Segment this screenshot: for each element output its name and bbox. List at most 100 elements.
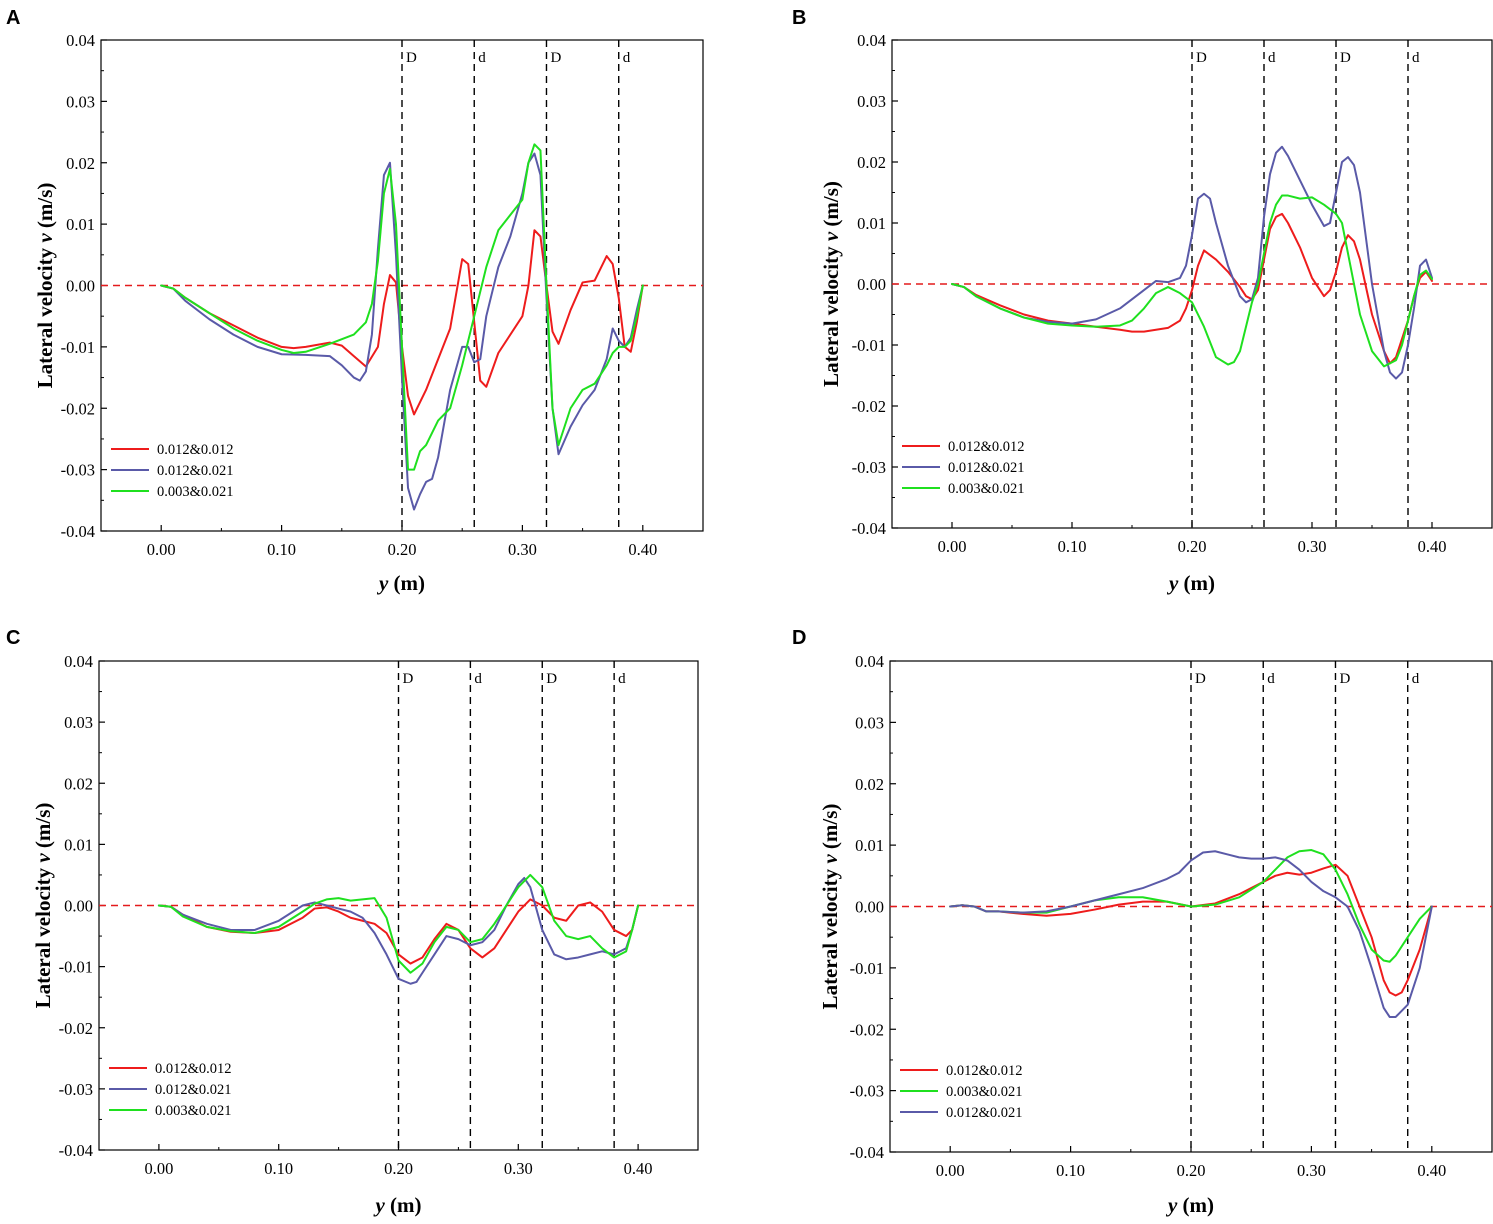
x-axis-variable: y	[1165, 1193, 1178, 1217]
y-axis-variable: v	[31, 853, 55, 863]
y-tick-label: -0.02	[852, 397, 886, 416]
y-tick-label: -0.03	[852, 458, 886, 477]
legend-label: 0.012&0.012	[948, 439, 1025, 455]
y-tick-label: -0.01	[850, 959, 884, 978]
legend-label: 0.012&0.021	[157, 463, 234, 479]
y-tick-label: 0.00	[66, 277, 95, 296]
boundary-label: d	[474, 671, 482, 687]
y-tick-label: -0.02	[59, 1019, 93, 1038]
x-tick-label: 0.40	[628, 540, 657, 559]
y-tick-label: 0.02	[857, 153, 886, 172]
legend-label: 0.012&0.012	[946, 1063, 1023, 1079]
y-tick-label: 0.04	[857, 31, 886, 50]
y-tick-label: -0.02	[61, 399, 95, 418]
x-tick-label: 0.10	[267, 540, 296, 559]
x-tick-label: 0.30	[1297, 1161, 1326, 1180]
x-axis-title: y (m)	[376, 571, 425, 595]
series-line-3	[949, 850, 1433, 1018]
series-line-2	[160, 152, 644, 511]
y-tick-label: -0.03	[61, 461, 95, 480]
x-axis-title: y (m)	[1165, 1193, 1214, 1217]
boundary-label: d	[478, 50, 486, 66]
boundary-label: D	[1340, 50, 1351, 66]
x-tick-label: 0.20	[1178, 537, 1207, 556]
x-tick-label: 0.10	[264, 1159, 293, 1178]
legend-label: 0.003&0.021	[948, 481, 1025, 497]
y-tick-label: 0.01	[66, 215, 95, 234]
y-axis-label-text: Lateral velocity	[819, 241, 843, 387]
boundary-label: D	[546, 671, 557, 687]
y-axis-title: Lateral velocity v (m/s)	[31, 803, 55, 1009]
x-axis-variable: y	[376, 571, 389, 595]
boundary-label: D	[1195, 671, 1206, 687]
legend-label: 0.012&0.021	[948, 460, 1025, 476]
boundary-label: d	[1412, 671, 1420, 687]
series-line-3	[157, 873, 640, 974]
y-axis-label-text: Lateral velocity	[33, 243, 57, 389]
x-axis-unit: (m)	[1183, 1193, 1214, 1217]
y-tick-label: 0.04	[66, 31, 95, 50]
x-axis-title: y (m)	[1166, 571, 1215, 595]
x-tick-label: 0.30	[508, 540, 537, 559]
boundary-label: D	[1196, 50, 1207, 66]
x-tick-label: 0.10	[1058, 537, 1087, 556]
y-tick-label: 0.01	[64, 835, 93, 854]
x-tick-label: 0.00	[936, 1161, 965, 1180]
boundary-label: d	[1268, 50, 1276, 66]
series-line-3	[951, 194, 1433, 368]
y-axis-title: Lateral velocity v (m/s)	[33, 183, 57, 389]
panel-letter: C	[6, 627, 20, 649]
y-axis-unit: (m/s)	[818, 804, 842, 855]
boundary-label: d	[618, 671, 626, 687]
x-axis-unit: (m)	[1184, 571, 1215, 595]
y-tick-label: -0.01	[59, 958, 93, 977]
x-axis-title: y (m)	[372, 1193, 421, 1217]
series-line-1	[951, 212, 1433, 365]
y-axis-label-text: Lateral velocity	[31, 863, 55, 1009]
panel-letter: D	[792, 627, 806, 649]
y-tick-label: -0.04	[59, 1141, 93, 1160]
legend-label: 0.012&0.012	[157, 442, 234, 458]
y-tick-label: -0.04	[852, 519, 886, 538]
chart-panel-b: B -0.04 -0.03 -0.02 -0.01 0.00 0.01 0.02 0.03 0.0…	[792, 7, 1493, 595]
y-tick-label: 0.03	[66, 92, 95, 111]
y-axis-variable: v	[33, 233, 57, 243]
boundary-label: D	[550, 50, 561, 66]
y-axis-variable: v	[819, 231, 843, 241]
y-axis-variable: v	[818, 854, 842, 864]
x-tick-label: 0.30	[504, 1159, 533, 1178]
y-tick-label: 0.01	[857, 214, 886, 233]
legend-label: 0.003&0.021	[946, 1084, 1023, 1100]
y-tick-label: -0.01	[852, 336, 886, 355]
y-tick-label: 0.03	[857, 92, 886, 111]
boundary-label: d	[1267, 671, 1275, 687]
y-tick-label: -0.04	[850, 1143, 884, 1162]
y-axis-title: Lateral velocity v (m/s)	[819, 181, 843, 387]
boundary-label: d	[623, 50, 631, 66]
x-axis-variable: y	[372, 1193, 385, 1217]
y-tick-label: 0.00	[855, 898, 884, 917]
y-tick-label: 0.01	[855, 836, 884, 855]
boundary-label: D	[1339, 671, 1350, 687]
chart-panel-a: A -0.04 -0.03 -0.02 -0.01 0.00 0.01 0.02 0.03 0.0…	[6, 7, 704, 595]
x-tick-label: 0.20	[388, 540, 417, 559]
x-tick-label: 0.40	[624, 1159, 653, 1178]
series-line-1	[160, 229, 644, 416]
chart-panel-c: C -0.04 -0.03 -0.02 -0.01 0.00 0.01 0.02 0.03 0.0…	[6, 627, 699, 1217]
y-tick-label: 0.02	[855, 775, 884, 794]
boundary-label: d	[1412, 50, 1420, 66]
x-tick-label: 0.30	[1298, 537, 1327, 556]
y-axis-unit: (m/s)	[33, 183, 57, 234]
legend-label: 0.012&0.012	[155, 1061, 232, 1077]
y-tick-label: 0.04	[64, 652, 93, 671]
y-axis-title: Lateral velocity v (m/s)	[818, 804, 842, 1010]
boundary-label: D	[406, 50, 417, 66]
x-tick-label: 0.00	[147, 540, 176, 559]
y-tick-label: -0.02	[850, 1020, 884, 1039]
x-axis-unit: (m)	[390, 1193, 421, 1217]
legend-label: 0.003&0.021	[157, 484, 234, 500]
y-tick-label: 0.04	[855, 652, 884, 671]
y-axis-label-text: Lateral velocity	[818, 864, 842, 1010]
series-line-3	[160, 143, 644, 471]
